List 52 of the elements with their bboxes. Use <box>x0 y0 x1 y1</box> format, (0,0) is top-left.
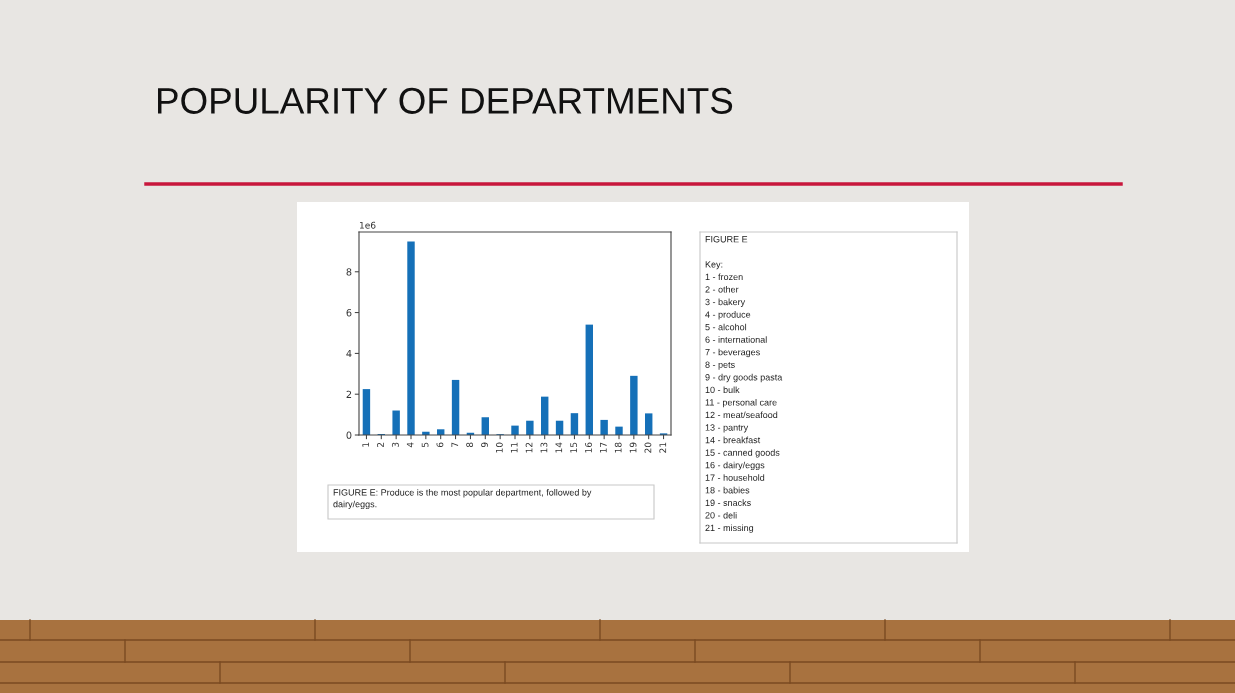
text: 8 - pets <box>705 361 735 370</box>
text: 11 - personal care <box>705 398 777 408</box>
text: 10 - bulk <box>705 386 740 394</box>
text: 1 - frozen <box>705 273 743 281</box>
x-tick-label: 18 <box>614 442 622 453</box>
text: 3 - bakery <box>705 298 746 307</box>
text: 6 - international <box>705 336 767 343</box>
text: 1e6 <box>359 221 376 229</box>
text: 18 - babies <box>705 486 750 494</box>
x-tick-label: 16 <box>585 442 592 453</box>
text: 9 - dry goods pasta <box>705 373 783 383</box>
text: 2 - other <box>705 285 739 293</box>
text: 13 - pantry <box>705 424 749 433</box>
text: 12 - meat/seafood <box>705 411 778 419</box>
text: 14 - breakfast <box>705 436 761 444</box>
x-tick-label: 3 <box>391 442 399 447</box>
x-tick-label: 7 <box>451 442 459 447</box>
x-tick-label: 1 <box>362 442 369 447</box>
x-tick-label: 11 <box>510 442 518 453</box>
x-tick-label: 12 <box>525 442 533 453</box>
y-tick-label: 8 <box>346 268 352 276</box>
x-tick-label: 15 <box>570 442 578 453</box>
x-tick-label: 20 <box>644 442 652 453</box>
y-tick-label: 2 <box>346 390 352 398</box>
x-tick-label: 17 <box>600 442 607 453</box>
text: Key: <box>705 261 723 270</box>
y-tick-label: 6 <box>346 309 352 317</box>
text: FIGURE E: Produce is the most popular department, followed by dairy/eggs. <box>333 489 592 510</box>
chart-title: POPULARITY OF DEPARTMENTS <box>158 87 733 114</box>
x-tick-label: 9 <box>481 442 488 448</box>
x-tick-label: 6 <box>436 442 444 448</box>
x-tick-label: 5 <box>421 442 429 447</box>
y-tick-label: 4 <box>346 350 352 358</box>
text: 15 - canned goods <box>705 449 780 458</box>
y-tick-label: 0 <box>346 431 352 439</box>
text: 16 - dairy/eggs <box>705 461 765 471</box>
text: 20 - deli <box>705 511 737 519</box>
x-tick-label: 10 <box>495 442 503 453</box>
x-tick-label: 14 <box>555 442 563 453</box>
x-tick-label: 8 <box>466 442 474 448</box>
x-tick-label: 21 <box>659 442 667 453</box>
x-tick-label: 2 <box>377 442 384 448</box>
text: 21 - missing <box>705 524 754 533</box>
text: 7 - beverages <box>705 348 760 358</box>
text: 4 - produce <box>705 311 751 320</box>
text: FIGURE E <box>705 236 748 243</box>
x-tick-label: 4 <box>406 442 414 448</box>
x-tick-label: 19 <box>629 442 637 453</box>
x-tick-label: 13 <box>540 442 548 453</box>
text: 19 - snacks <box>705 499 751 506</box>
text: 5 - alcohol <box>705 323 747 331</box>
text: 17 - household <box>705 474 765 481</box>
